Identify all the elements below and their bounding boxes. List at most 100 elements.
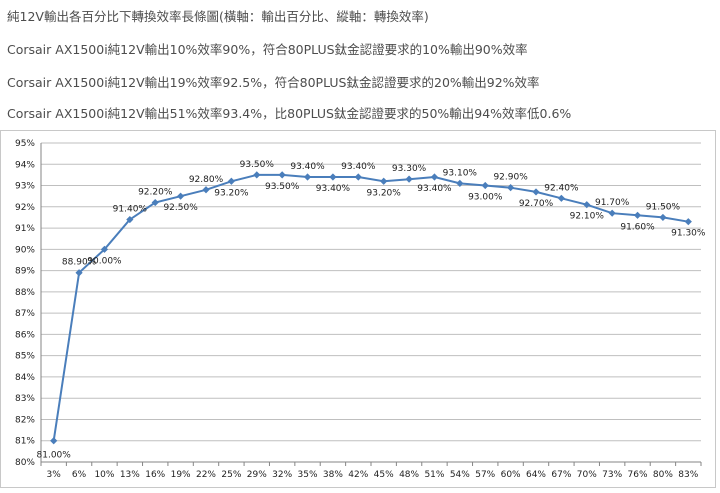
data-label: 88.90% <box>62 258 97 268</box>
x-tick-label: 22% <box>196 470 216 480</box>
data-point <box>278 171 286 179</box>
x-tick-label: 48% <box>399 470 419 480</box>
y-tick-label: 90% <box>15 245 35 255</box>
note-19-percent: Corsair AX1500i純12V輸出19%效率92.5%，符合80PLUS… <box>7 75 540 90</box>
data-point <box>608 209 616 217</box>
y-tick-label: 88% <box>15 288 35 298</box>
x-tick-label: 6% <box>72 470 87 480</box>
x-tick-label: 3% <box>47 470 62 480</box>
x-tick-label: 67% <box>551 470 571 480</box>
y-tick-label: 91% <box>15 224 35 234</box>
data-point <box>151 198 159 207</box>
data-point <box>380 177 388 185</box>
data-label: 93.40% <box>417 184 452 194</box>
data-point <box>430 173 439 181</box>
data-label: 93.50% <box>265 182 300 192</box>
y-tick-label: 84% <box>15 373 35 383</box>
x-tick-label: 35% <box>298 470 318 480</box>
data-point <box>253 171 261 179</box>
y-tick-label: 83% <box>15 394 35 404</box>
x-tick-label: 19% <box>171 470 191 480</box>
x-tick-label: 54% <box>450 470 470 480</box>
data-point <box>227 177 235 185</box>
data-point <box>329 173 337 181</box>
data-label: 91.60% <box>620 222 655 232</box>
data-point <box>532 188 540 196</box>
x-tick-label: 25% <box>221 470 241 480</box>
data-point <box>659 213 667 222</box>
data-point <box>557 194 565 202</box>
x-tick-label: 29% <box>247 470 267 480</box>
note-10-percent: Corsair AX1500i純12V輸出10%效率90%，符合80PLUS鈦金… <box>7 42 528 57</box>
data-point <box>126 215 134 224</box>
data-label: 92.20% <box>138 188 173 198</box>
data-label: 91.40% <box>113 205 148 215</box>
data-label: 93.30% <box>392 164 427 174</box>
data-label: 93.20% <box>214 188 249 198</box>
data-point <box>405 175 413 183</box>
y-tick-label: 89% <box>15 267 35 277</box>
data-label: 92.50% <box>163 203 198 213</box>
y-tick-label: 85% <box>15 352 35 362</box>
x-tick-label: 80% <box>653 470 673 480</box>
data-label: 91.70% <box>595 198 630 208</box>
y-tick-label: 86% <box>15 330 35 340</box>
data-label: 92.10% <box>570 212 605 222</box>
efficiency-line-chart: 80% 81% 82% 83% 84% 85% 86% 87% 88% 89% 90% 91% 92% 9… <box>15 139 706 480</box>
series-line <box>52 173 689 441</box>
x-tick-label: 64% <box>526 470 546 480</box>
x-tick-label: 13% <box>120 470 140 480</box>
data-label: 91.30% <box>671 229 706 239</box>
chart-area: 80% 81% 82% 83% 84% 85% 86% 87% 88% 89% 90% 91% 92% 9… <box>0 130 716 488</box>
x-tick-label: 83% <box>678 470 698 480</box>
chart-caption: 純12V輸出各百分比下轉換效率長條圖(橫軸：輸出百分比、縱軸：轉換效率) <box>7 9 429 24</box>
data-label: 93.20% <box>367 188 402 198</box>
data-point <box>177 192 185 200</box>
x-tick-label: 57% <box>475 470 495 480</box>
y-tick-label: 82% <box>15 415 35 425</box>
data-label: 92.70% <box>519 199 554 209</box>
y-tick-label: 92% <box>15 203 35 213</box>
data-label: 93.10% <box>443 168 478 178</box>
y-tick-label: 81% <box>15 437 35 447</box>
data-label: 93.00% <box>468 193 503 203</box>
x-tick-label: 45% <box>374 470 394 480</box>
x-tick-label: 10% <box>94 470 114 480</box>
data-label: 92.90% <box>493 173 528 183</box>
data-point <box>100 245 109 253</box>
x-tick-label: 42% <box>348 470 368 480</box>
y-tick-label: 95% <box>15 139 35 149</box>
x-tick-label: 76% <box>628 470 648 480</box>
data-point <box>684 218 692 226</box>
data-label: 92.80% <box>189 175 224 185</box>
x-tick-label: 51% <box>424 470 444 480</box>
data-label: 81.00% <box>37 451 72 461</box>
data-point <box>50 437 58 445</box>
data-point <box>583 201 591 209</box>
x-tick-label: 32% <box>272 470 292 480</box>
data-point <box>633 211 642 219</box>
x-tick-label: 38% <box>323 470 343 480</box>
data-point <box>202 186 210 194</box>
data-point <box>303 173 312 181</box>
data-point <box>354 173 362 181</box>
data-label: 93.50% <box>240 160 275 170</box>
data-point <box>456 179 464 188</box>
x-tick-label: 60% <box>501 470 521 480</box>
y-tick-label: 80% <box>15 458 35 468</box>
note-51-percent: Corsair AX1500i純12V輸出51%效率93.4%，比80PLUS鈦… <box>7 106 572 121</box>
data-label: 93.40% <box>316 184 351 194</box>
x-tick-label: 73% <box>602 470 622 480</box>
x-tick-label: 70% <box>577 470 597 480</box>
y-tick-label: 87% <box>15 309 35 319</box>
data-point <box>507 184 515 192</box>
data-label: 92.40% <box>544 183 579 193</box>
data-point <box>481 181 489 190</box>
data-label: 93.40% <box>290 162 325 172</box>
data-label: 91.50% <box>646 202 681 212</box>
data-label: 93.40% <box>341 162 376 172</box>
x-tick-label: 16% <box>145 470 165 480</box>
data-label: 90.00% <box>87 256 122 266</box>
y-tick-label: 94% <box>15 160 35 170</box>
y-tick-label: 93% <box>15 182 35 192</box>
